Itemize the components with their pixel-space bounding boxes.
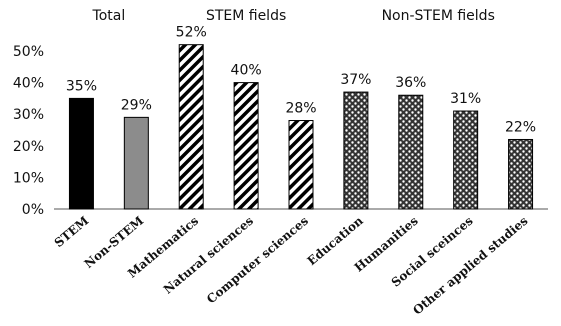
- x-tick-label: Computer sciences: [204, 213, 311, 306]
- bar-natural-sciences: [233, 82, 259, 210]
- y-tick-label: 20%: [13, 139, 44, 155]
- data-label: 28%: [285, 101, 316, 117]
- data-label: 36%: [395, 75, 426, 91]
- data-label: 29%: [121, 97, 152, 113]
- x-tick-label: Natural sciences: [161, 213, 256, 296]
- data-label: 40%: [231, 63, 262, 79]
- data-label: 35%: [66, 78, 97, 94]
- x-tick-label: Other applied studies: [410, 213, 530, 317]
- data-label: 31%: [450, 91, 481, 107]
- bar-education: [343, 91, 369, 210]
- y-tick-label: 30%: [13, 107, 44, 123]
- y-tick-label: 0%: [22, 202, 44, 218]
- group-label-non-stem-fields: Non-STEM fields: [382, 8, 495, 24]
- y-tick-label: 50%: [13, 44, 44, 60]
- bar-computer-sciences: [288, 120, 314, 210]
- bar-social-sceinces: [453, 110, 479, 210]
- data-label: 37%: [340, 72, 371, 88]
- y-tick-label: 10%: [13, 170, 44, 186]
- data-label: 22%: [505, 119, 536, 135]
- bar-mathematics: [178, 44, 204, 210]
- y-tick-label: 40%: [13, 76, 44, 92]
- bar-other-applied-studies: [508, 138, 534, 210]
- bar-humanities: [398, 94, 424, 210]
- bar-stem: [68, 97, 94, 210]
- bars: 35% 29% 52% 40% 28% 37% 36% 31% 22%: [66, 25, 536, 210]
- group-label-total: Total: [92, 8, 126, 24]
- data-label: 52%: [176, 25, 207, 41]
- group-label-stem-fields: STEM fields: [206, 8, 286, 24]
- x-tick-label: STEM: [52, 214, 92, 250]
- bar-non-stem: [123, 116, 149, 210]
- group-labels: Total STEM fields Non-STEM fields: [92, 8, 495, 24]
